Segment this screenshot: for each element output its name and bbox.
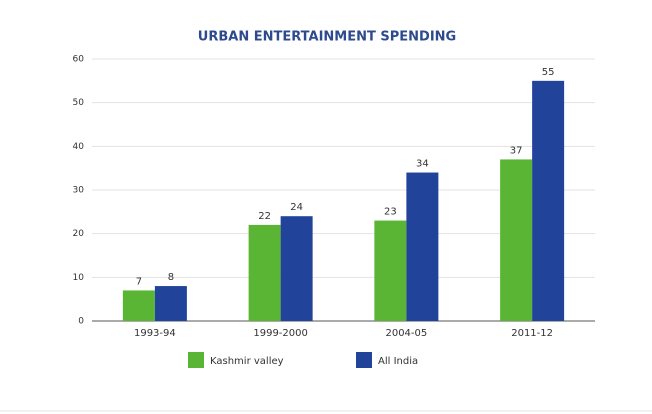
bar — [248, 224, 281, 321]
data-label: 7 — [136, 276, 142, 287]
y-tick-label: 40 — [73, 142, 85, 152]
bar — [154, 286, 187, 321]
chart-title: URBAN ENTERTAINMENT SPENDING — [198, 30, 456, 45]
bar — [532, 80, 565, 321]
data-label: 24 — [290, 202, 303, 213]
y-tick-label: 30 — [73, 186, 85, 196]
x-tick-label: 1993-94 — [134, 328, 176, 339]
y-tick-label: 50 — [73, 98, 85, 108]
y-tick-label: 60 — [73, 55, 85, 65]
legend-label: All India — [378, 356, 418, 367]
bar — [374, 220, 407, 321]
x-tick-label: 2004-05 — [385, 328, 427, 339]
data-label: 23 — [384, 207, 397, 218]
data-label: 37 — [510, 145, 523, 156]
data-label: 55 — [542, 67, 555, 78]
data-label: 8 — [168, 272, 174, 283]
bar — [122, 290, 155, 321]
legend-swatch — [356, 352, 372, 368]
x-tick-label: 1999-2000 — [253, 328, 308, 339]
legend-label: Kashmir valley — [210, 356, 284, 367]
y-tick-label: 10 — [73, 273, 85, 283]
bar — [500, 159, 533, 321]
y-tick-label: 20 — [73, 229, 85, 239]
data-label: 22 — [258, 211, 271, 222]
x-tick-label: 2011-12 — [511, 328, 553, 339]
legend-swatch — [188, 352, 204, 368]
bar — [280, 216, 313, 321]
data-label: 34 — [416, 159, 429, 170]
bar — [406, 172, 439, 321]
y-tick-label: 0 — [78, 317, 84, 327]
